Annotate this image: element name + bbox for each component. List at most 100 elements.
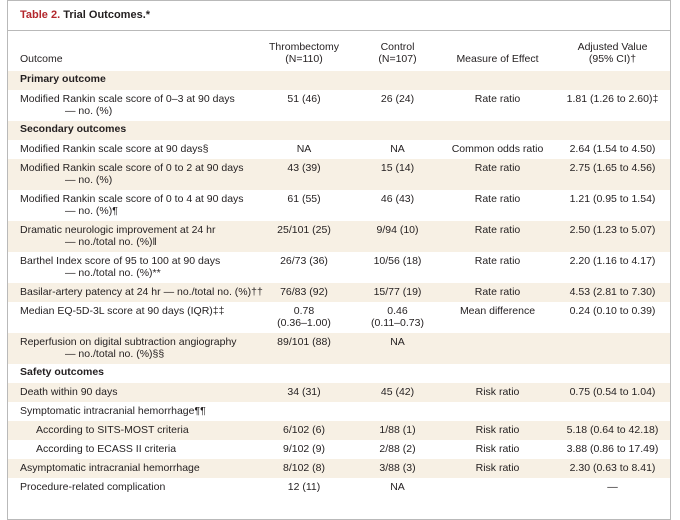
value-text: Rate ratio	[474, 162, 521, 174]
value-cell: 61 (55)	[253, 190, 355, 221]
outcome-cell: Reperfusion on digital subtraction angio…	[8, 333, 253, 364]
table-frame: Table 2. Trial Outcomes.* Outcome Thrombe…	[7, 0, 671, 520]
outcome-cell: Modified Rankin scale score of 0 to 4 at…	[8, 190, 253, 221]
value-text: 0.75 (0.54 to 1.04)	[569, 386, 656, 398]
value-line: 0.78	[293, 305, 315, 317]
value-cell: Rate ratio	[440, 190, 555, 221]
value-cell: 6/102 (6)	[253, 421, 355, 440]
outcome-cell: Modified Rankin scale score at 90 days§	[8, 140, 253, 159]
value-cell: Rate ratio	[440, 221, 555, 252]
section-row: Safety outcomes	[8, 364, 670, 383]
outcome-line: — no. (%)	[65, 105, 113, 117]
value-cell: 43 (39)	[253, 159, 355, 190]
section-label: Safety outcomes	[20, 366, 105, 378]
section-row: Secondary outcomes	[8, 121, 670, 140]
value-text: 26 (24)	[380, 93, 415, 105]
header-line: (N=107)	[378, 53, 417, 65]
header-line: Thrombectomy	[268, 41, 340, 53]
outcome-line: Modified Rankin scale score at 90 days§	[20, 143, 209, 155]
column-header: Control (N=107)	[355, 31, 440, 71]
value-cell: 3/88 (3)	[355, 459, 440, 478]
value-cell: 2.20 (1.16 to 4.17)	[555, 252, 670, 283]
value-cell: Rate ratio	[440, 90, 555, 121]
table-title: Table 2. Trial Outcomes.*	[8, 1, 670, 31]
value-cell: Risk ratio	[440, 440, 555, 459]
data-row: Dramatic neurologic improvement at 24 hr…	[8, 221, 670, 252]
value-cell	[555, 402, 670, 421]
outcome-line: Modified Rankin scale score of 0–3 at 90…	[20, 93, 235, 105]
value-cell: 25/101 (25)	[253, 221, 355, 252]
value-cell: 8/102 (8)	[253, 459, 355, 478]
column-header: Measure of Effect	[440, 31, 555, 71]
value-cell: 15 (14)	[355, 159, 440, 190]
value-text: 6/102 (6)	[282, 424, 326, 436]
table-caption: Trial Outcomes.*	[63, 9, 151, 21]
outcome-line: — no./total no. (%)‖	[65, 236, 157, 248]
value-text: Risk ratio	[475, 462, 520, 474]
value-text: 15/77 (19)	[373, 286, 422, 298]
outcome-line: Procedure-related complication	[20, 481, 166, 493]
value-cell: 0.46 (0.11–0.73)	[355, 302, 440, 333]
value-cell: 26 (24)	[355, 90, 440, 121]
header-line: Control	[380, 41, 415, 53]
outcome-line: Dramatic neurologic improvement at 24 hr	[20, 224, 216, 236]
value-cell	[253, 402, 355, 421]
value-cell: 4.53 (2.81 to 7.30)	[555, 283, 670, 302]
value-cell: 2/88 (2)	[355, 440, 440, 459]
outcome-line: Modified Rankin scale score of 0 to 2 at…	[20, 162, 244, 174]
value-text: 2.30 (0.63 to 8.41)	[569, 462, 656, 474]
column-header: Adjusted Value (95% CI)†	[555, 31, 670, 71]
header-line: Adjusted Value	[577, 41, 648, 53]
header-line: (95% CI)†	[588, 53, 637, 65]
value-text: NA	[390, 481, 405, 493]
data-row: Procedure-related complication 12 (11) NA —	[8, 478, 670, 497]
value-text: Risk ratio	[475, 443, 520, 455]
value-cell: 0.75 (0.54 to 1.04)	[555, 383, 670, 402]
data-row: According to ECASS II criteria 9/102 (9) 2…	[8, 440, 670, 459]
value-cell: Rate ratio	[440, 159, 555, 190]
value-text: 89/101 (88)	[277, 336, 331, 348]
value-line: 0.46	[387, 305, 408, 317]
value-text: 9/102 (9)	[282, 443, 326, 455]
value-text: 1.21 (0.95 to 1.54)	[569, 193, 656, 205]
value-cell: —	[555, 478, 670, 497]
value-cell: Common odds ratio	[440, 140, 555, 159]
value-cell	[355, 402, 440, 421]
outcome-line: According to SITS-MOST criteria	[36, 424, 189, 436]
value-text: 12 (11)	[287, 481, 321, 493]
outcome-line: Modified Rankin scale score of 0 to 4 at…	[20, 193, 244, 205]
outcome-line: Reperfusion on digital subtraction angio…	[20, 336, 237, 348]
outcome-cell: Modified Rankin scale score of 0 to 2 at…	[8, 159, 253, 190]
data-row: Barthel Index score of 95 to 100 at 90 d…	[8, 252, 670, 283]
data-row: Modified Rankin scale score of 0 to 2 at…	[8, 159, 670, 190]
data-row: Basilar-artery patency at 24 hr — no./to…	[8, 283, 670, 302]
value-cell: 26/73 (36)	[253, 252, 355, 283]
outcome-cell: Dramatic neurologic improvement at 24 hr…	[8, 221, 253, 252]
data-row: Modified Rankin scale score of 0–3 at 90…	[8, 90, 670, 121]
page: Table 2. Trial Outcomes.* Outcome Thrombe…	[7, 0, 671, 520]
value-text: 0.24 (0.10 to 0.39)	[569, 305, 656, 317]
header-line: Measure of Effect	[456, 53, 539, 65]
data-row: Modified Rankin scale score at 90 days§ N…	[8, 140, 670, 159]
value-text: Risk ratio	[475, 386, 520, 398]
value-text: NA	[296, 143, 312, 155]
column-header: Thrombectomy (N=110)	[253, 31, 355, 71]
value-cell: 2.75 (1.65 to 4.56)	[555, 159, 670, 190]
value-cell: Rate ratio	[440, 252, 555, 283]
outcome-cell: Symptomatic intracranial hemorrhage¶¶	[8, 402, 253, 421]
value-text: Rate ratio	[474, 255, 521, 267]
outcomes-table: Outcome Thrombectomy (N=110) Control (N=107)…	[8, 31, 670, 497]
value-text: 2.75 (1.65 to 4.56)	[569, 162, 656, 174]
data-row: Modified Rankin scale score of 0 to 4 at…	[8, 190, 670, 221]
value-text: 15 (14)	[380, 162, 415, 174]
data-row: Death within 90 days 34 (31) 45 (42) Risk r…	[8, 383, 670, 402]
value-text: 8/102 (8)	[282, 462, 326, 474]
value-cell: 1/88 (1)	[355, 421, 440, 440]
outcome-cell: Modified Rankin scale score of 0–3 at 90…	[8, 90, 253, 121]
value-cell: 12 (11)	[253, 478, 355, 497]
value-cell: NA	[355, 140, 440, 159]
outcome-cell: Median EQ-5D-3L score at 90 days (IQR)‡‡	[8, 302, 253, 333]
value-text: 45 (42)	[380, 386, 415, 398]
outcome-line: Barthel Index score of 95 to 100 at 90 d…	[20, 255, 221, 267]
value-cell: Risk ratio	[440, 459, 555, 478]
